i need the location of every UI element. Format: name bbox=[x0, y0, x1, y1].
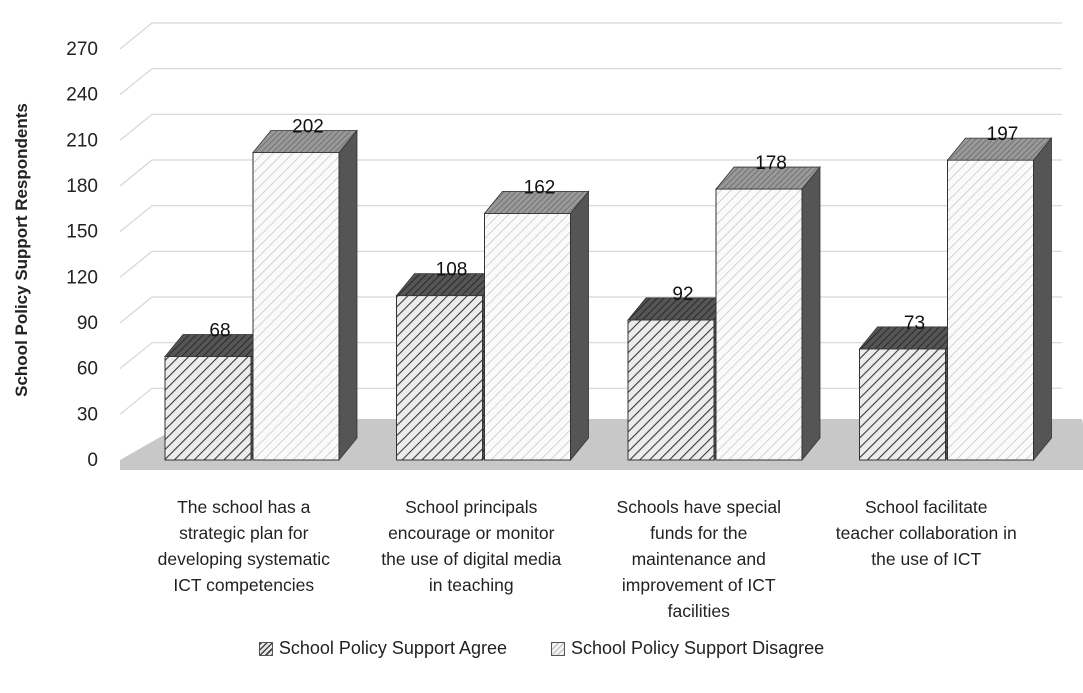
y-tick-label: 180 bbox=[66, 176, 98, 197]
bars bbox=[164, 129, 1053, 462]
data-label: 68 bbox=[209, 320, 230, 341]
y-tick-label: 90 bbox=[77, 313, 98, 334]
legend: School Policy Support Agree School Polic… bbox=[0, 638, 1083, 659]
y-tick-label: 0 bbox=[87, 450, 98, 471]
data-label: 108 bbox=[436, 260, 468, 281]
gridline bbox=[119, 113, 1062, 141]
gridlines bbox=[119, 22, 1062, 415]
legend-label-disagree: School Policy Support Disagree bbox=[571, 638, 825, 658]
gridline bbox=[119, 22, 1062, 50]
legend-item-agree: School Policy Support Agree bbox=[258, 638, 507, 659]
bar-disagree bbox=[946, 137, 1053, 462]
category-label: School principals encourage or monitor the… bbox=[381, 497, 562, 595]
category-label: Schools have special funds for the mainten… bbox=[616, 497, 781, 621]
data-label: 162 bbox=[524, 177, 556, 198]
legend-swatch-disagree bbox=[551, 641, 565, 656]
data-label: 92 bbox=[672, 284, 693, 305]
legend-label-agree: School Policy Support Agree bbox=[278, 638, 507, 658]
y-tick-label: 120 bbox=[66, 267, 98, 288]
floor-plane bbox=[120, 419, 1083, 470]
category-label: The school has a strategic plan for develo… bbox=[157, 497, 330, 595]
y-tick-label: 270 bbox=[66, 39, 98, 60]
category-label: School facilitate teacher collaboration i… bbox=[835, 497, 1017, 569]
gridline bbox=[119, 159, 1062, 187]
bar-disagree bbox=[715, 165, 821, 462]
y-tick-label: 240 bbox=[66, 85, 98, 106]
data-label: 73 bbox=[904, 313, 925, 334]
y-tick-label: 60 bbox=[77, 359, 98, 380]
data-labels: 68 108 92 73 202 162 178 197 bbox=[209, 117, 1018, 342]
y-axis-label: School Policy Support Respondents bbox=[12, 103, 31, 397]
data-label: 178 bbox=[755, 153, 787, 174]
chart-floor bbox=[120, 419, 1083, 470]
data-label: 197 bbox=[987, 124, 1019, 145]
legend-item-disagree: School Policy Support Disagree bbox=[551, 638, 824, 659]
y-axis-ticks: 0 30 60 90 120 150 180 210 240 270 bbox=[66, 39, 98, 471]
gridline bbox=[119, 68, 1062, 96]
y-tick-label: 210 bbox=[66, 130, 98, 151]
data-label: 202 bbox=[292, 117, 324, 138]
bar-disagree bbox=[483, 190, 590, 462]
y-tick-label: 30 bbox=[77, 404, 98, 425]
bar-disagree bbox=[252, 129, 358, 462]
legend-swatch-agree bbox=[258, 641, 273, 656]
y-tick-label: 150 bbox=[66, 222, 98, 243]
